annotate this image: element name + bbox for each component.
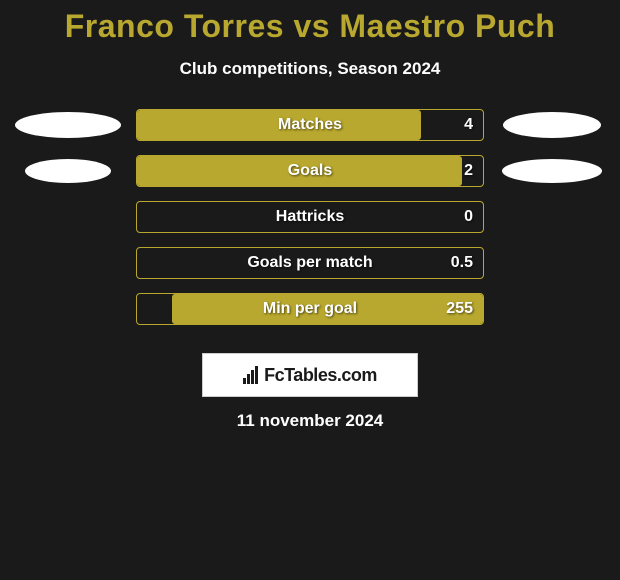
stat-bar: Matches 4 [136,109,484,141]
stat-label: Min per goal [263,300,357,318]
stat-row: Matches 4 [8,109,612,141]
stat-value: 0.5 [451,254,473,272]
stat-bar: Hattricks 0 [136,201,484,233]
left-ellipse-slot [8,159,128,183]
page-title: Franco Torres vs Maestro Puch [0,8,620,45]
stat-bar: Min per goal 255 [136,293,484,325]
stat-label: Goals per match [247,254,372,272]
logo-box[interactable]: FcTables.com [202,353,418,397]
left-ellipse-slot [8,112,128,138]
logo-text: FcTables.com [264,365,377,386]
stat-bar: Goals per match 0.5 [136,247,484,279]
stat-label: Goals [288,162,332,180]
chart-bars-icon [243,366,258,384]
stat-bar: Goals 2 [136,155,484,187]
stat-label: Hattricks [276,208,344,226]
player-left-ellipse [15,112,121,138]
stat-value: 4 [464,116,473,134]
player-left-ellipse [25,159,111,183]
date-label: 11 november 2024 [0,411,620,431]
right-ellipse-slot [492,112,612,138]
right-ellipse-slot [492,159,612,183]
stat-value: 0 [464,208,473,226]
stat-row: Hattricks 0 [8,201,612,233]
player-right-ellipse [503,112,601,138]
stat-label: Matches [278,116,342,134]
stat-value: 255 [446,300,473,318]
stat-value: 2 [464,162,473,180]
stat-row: Goals 2 [8,155,612,187]
comparison-card: Franco Torres vs Maestro Puch Club compe… [0,0,620,431]
stat-row: Min per goal 255 [8,293,612,325]
player-right-ellipse [502,159,602,183]
subtitle: Club competitions, Season 2024 [0,59,620,79]
stats-list: Matches 4 Goals 2 Hattricks 0 Goals per match 0… [0,109,620,325]
stat-row: Goals per match 0.5 [8,247,612,279]
